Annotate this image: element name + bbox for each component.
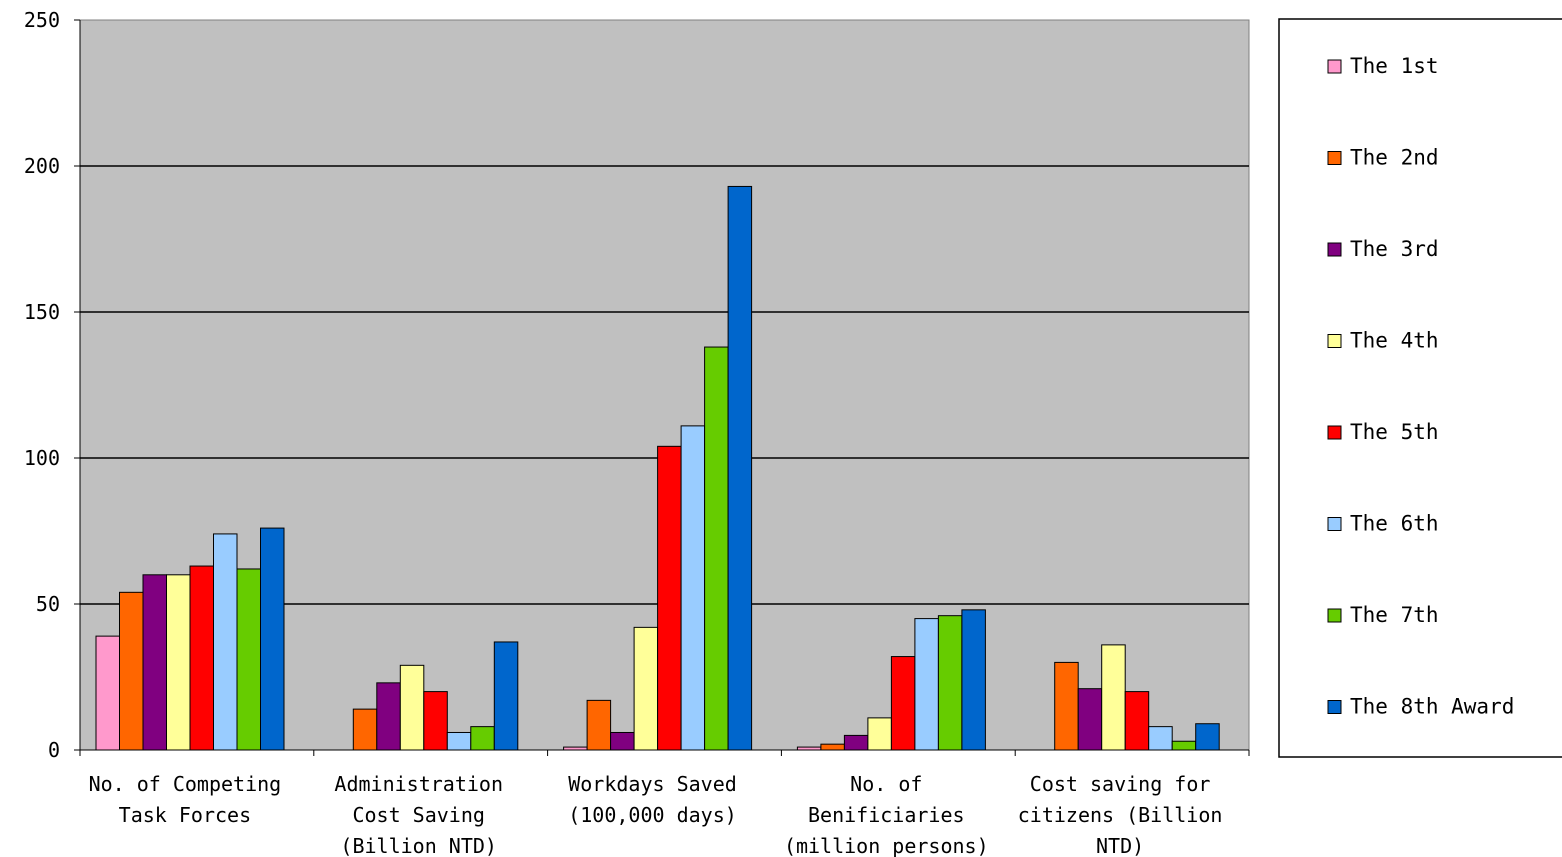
bars <box>95 185 1220 751</box>
bar-the-5th-cat-5 <box>1124 691 1150 751</box>
bar-the-5th-cat-4 <box>890 656 916 751</box>
bar-the-8th-award-cat-4 <box>961 609 986 751</box>
x-axis: No. of Competing Task Forces Administratio… <box>79 749 1250 857</box>
bar-the-8th-award-cat-5 <box>1195 723 1220 751</box>
category-label: Benificiaries <box>808 803 965 827</box>
bar-the-7th-cat-4 <box>937 615 963 751</box>
legend-label: The 2nd <box>1350 146 1439 170</box>
legend-box <box>1278 18 1562 758</box>
category-label: Cost Saving <box>352 803 484 827</box>
bar-the-3rd-cat-4 <box>843 734 869 751</box>
bar-the-2nd-cat-1 <box>119 591 144 751</box>
y-tick-label: 250 <box>24 8 60 32</box>
y-tick-label: 0 <box>48 738 60 762</box>
bar-the-3rd-cat-1 <box>142 574 167 751</box>
bar-the-6th-cat-3 <box>680 425 706 751</box>
bar-the-6th-cat-1 <box>213 533 238 751</box>
y-axis: 0 50 100 150 200 250 <box>24 8 81 762</box>
bar-the-4th-cat-4 <box>867 717 892 751</box>
category-label: NTD) <box>1096 834 1144 857</box>
category-label: No. of Competing <box>89 772 282 796</box>
bar-the-4th-cat-2 <box>399 664 425 751</box>
category-label: citizens (Billion <box>1018 803 1223 827</box>
bar-the-8th-award-cat-2 <box>493 641 519 751</box>
bar-the-5th-cat-3 <box>657 445 682 751</box>
legend-label: The 8th Award <box>1350 695 1514 719</box>
bar-the-7th-cat-2 <box>470 726 495 751</box>
bar-the-3rd-cat-2 <box>376 682 401 751</box>
bar-the-8th-award-cat-3 <box>727 185 753 751</box>
bar-the-2nd-cat-3 <box>586 699 612 751</box>
bar-the-2nd-cat-4 <box>820 743 845 751</box>
bar-the-5th-cat-1 <box>189 565 214 751</box>
legend-label: The 6th <box>1350 512 1439 536</box>
legend-label: The 1st <box>1350 54 1439 78</box>
legend-swatch <box>1327 425 1342 440</box>
bar-the-4th-cat-1 <box>166 574 191 751</box>
legend-label: The 7th <box>1350 603 1439 627</box>
bar-the-4th-cat-3 <box>633 626 659 751</box>
category-label: Workdays Saved <box>568 772 737 796</box>
category-label: Administration <box>334 772 503 796</box>
legend-swatch <box>1327 608 1342 623</box>
y-tick-label: 50 <box>36 592 60 616</box>
bar-the-1st-cat-1 <box>95 635 120 751</box>
bar-the-2nd-cat-5 <box>1054 661 1079 751</box>
y-tick-label: 150 <box>24 300 60 324</box>
legend-label: The 3rd <box>1350 237 1439 261</box>
legend: The 1st The 2nd The 3rd The 4th The 5th The 6… <box>1278 18 1562 758</box>
y-tick-label: 100 <box>24 446 60 470</box>
bar-the-3rd-cat-3 <box>610 731 635 751</box>
legend-label: The 5th <box>1350 420 1439 444</box>
legend-swatch <box>1327 700 1342 714</box>
bar-the-4th-cat-5 <box>1101 644 1126 751</box>
bar-the-7th-cat-3 <box>704 346 729 751</box>
category-label: (100,000 days) <box>568 803 737 827</box>
category-label: Cost saving for <box>1030 772 1211 796</box>
bar-the-6th-cat-5 <box>1148 726 1173 751</box>
legend-label: The 4th <box>1350 329 1439 353</box>
bar-the-6th-cat-4 <box>914 618 939 751</box>
legend-swatch <box>1327 59 1342 74</box>
bar-the-5th-cat-2 <box>423 691 448 751</box>
category-label: (Billion NTD) <box>340 834 497 857</box>
category-label: No. of <box>850 772 922 796</box>
legend-swatch <box>1327 242 1342 257</box>
category-label: (million persons) <box>784 834 989 857</box>
bar-the-7th-cat-5 <box>1171 740 1197 751</box>
bar-the-7th-cat-1 <box>236 568 261 751</box>
category-label: Task Forces <box>119 803 251 827</box>
bar-the-8th-award-cat-1 <box>260 527 285 751</box>
y-tick-label: 200 <box>24 154 60 178</box>
bar-the-6th-cat-2 <box>446 731 472 751</box>
bar-the-3rd-cat-5 <box>1077 688 1103 751</box>
legend-swatch <box>1327 517 1342 531</box>
legend-swatch <box>1327 334 1342 348</box>
legend-swatch <box>1327 151 1342 165</box>
bar-the-2nd-cat-2 <box>352 708 378 751</box>
